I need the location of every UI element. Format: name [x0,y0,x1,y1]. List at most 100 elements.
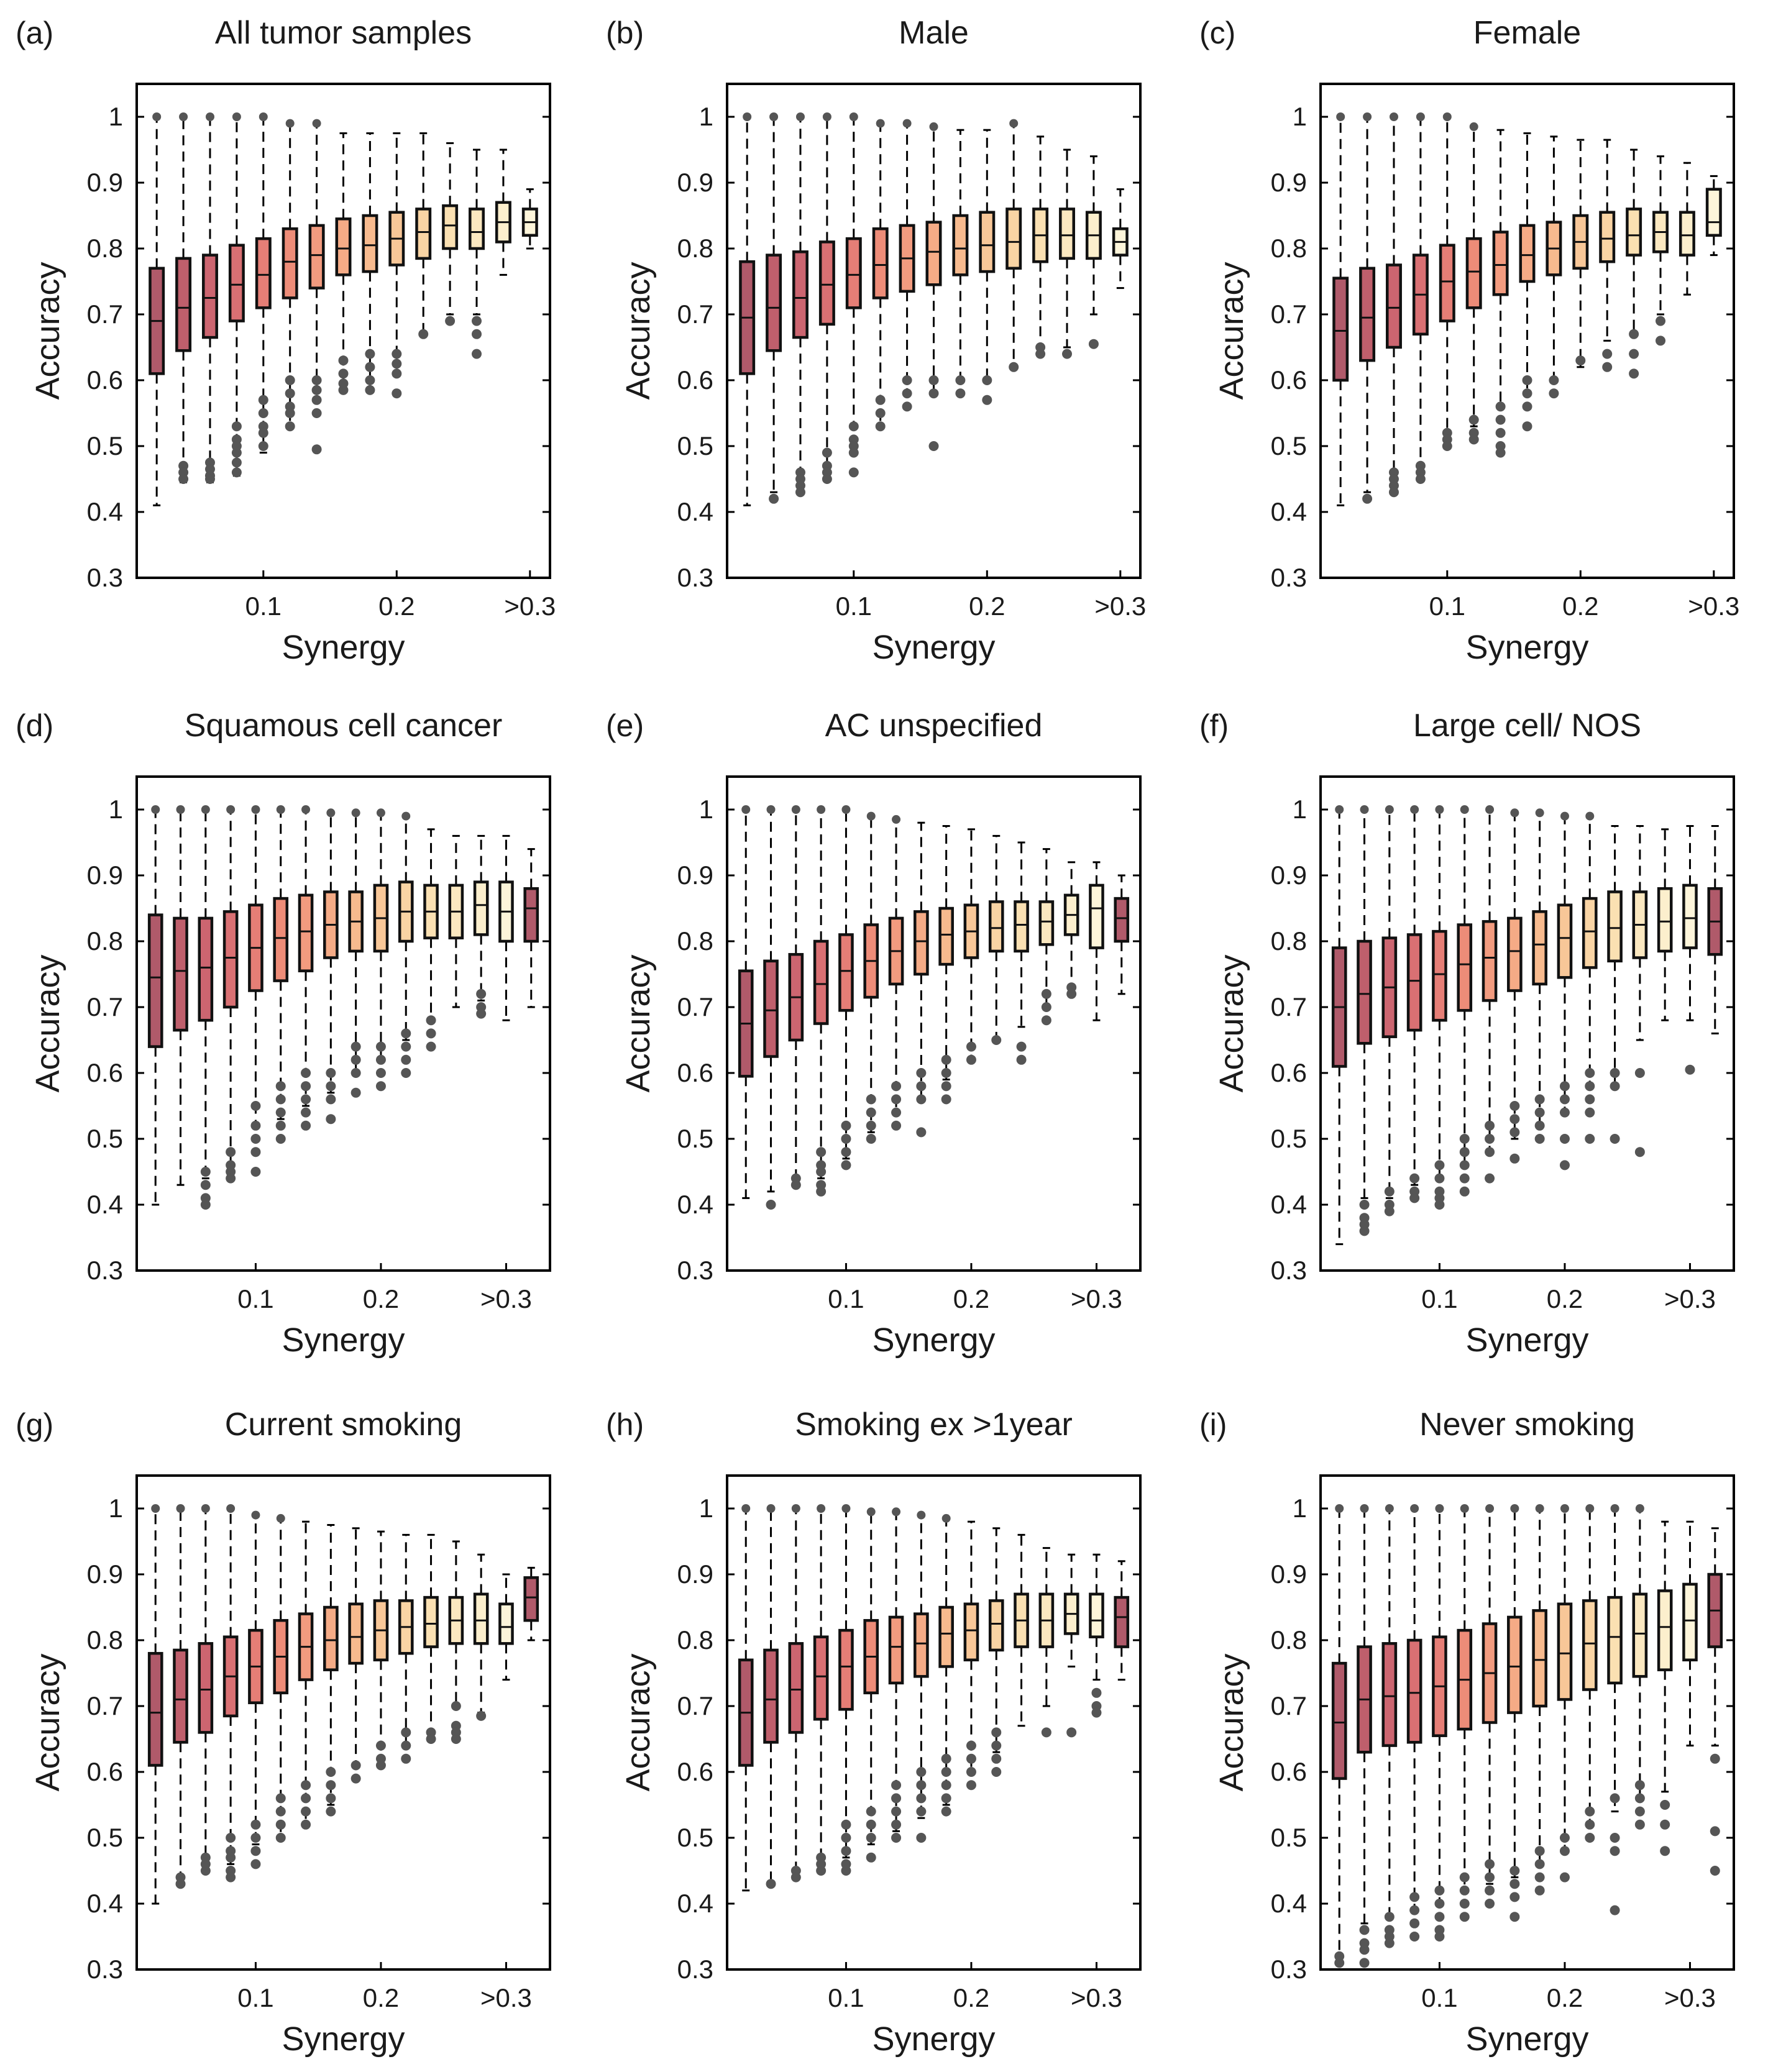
box-body [1657,887,1673,953]
box-body [763,1648,779,1744]
outlier-point [891,1833,902,1843]
outlier-point [401,1740,411,1751]
box-9 [1532,808,1547,1144]
panel-title: Smoking ex >1year [795,1407,1073,1443]
outlier-point [1485,1872,1495,1883]
outlier-point [892,1507,901,1517]
outlier-point [1384,1186,1395,1197]
box-6 [863,811,879,1144]
outlier-point [251,1510,260,1520]
box-7 [1482,805,1498,1184]
outlier-point [1509,1912,1520,1922]
box-16 [1707,825,1723,1034]
outlier-point [1656,335,1666,346]
outlier-point [1066,988,1077,999]
outlier-point [401,1727,411,1738]
outlier-point [941,1068,951,1078]
outlier-point [426,1015,436,1026]
outlier-point [338,355,349,366]
outlier-point [200,1866,211,1876]
y-tick-label: 0.8 [677,926,713,956]
outlier-point [848,421,859,432]
outlier-point [426,1734,436,1744]
outlier-point [816,1866,827,1876]
y-tick-label: 0.8 [1271,234,1307,263]
outlier-point [151,1504,160,1513]
y-axis-label: Accuracy [1213,1653,1250,1791]
outlier-point [1442,112,1452,121]
y-tick-label: 0.7 [87,992,123,1021]
outlier-point [791,1504,800,1513]
y-tick-label: 0.4 [87,1889,123,1918]
y-tick-label: 0.4 [1271,1889,1307,1918]
box-12 [1014,1533,1029,1727]
y-tick-label: 0.9 [1271,1559,1307,1589]
box-body [198,916,214,1022]
outlier-point [1510,808,1519,818]
box-body [845,237,862,309]
outlier-point [1509,1114,1520,1125]
box-body [872,227,889,299]
outlier-point [1629,349,1639,359]
outlier-point [178,474,189,484]
box-body [523,1576,539,1622]
outlier-point [205,112,214,121]
outlier-point [841,1504,851,1513]
box-body [1507,1615,1523,1714]
box-body [1038,900,1055,946]
outlier-point [226,1833,236,1843]
box-6 [273,1513,289,1843]
panel-i: (i) Never smoking 0.3 0.4 0.5 0.6 0.7 0.8 0.9 1 0.… [1199,1407,1735,2058]
outlier-point [275,1819,286,1830]
y-tick-label: 1 [109,795,123,824]
outlier-point [1660,1800,1670,1810]
outlier-point [472,329,482,339]
outlier-point [1434,1885,1445,1896]
box-12 [423,828,439,1052]
outlier-point [841,1134,851,1144]
y-axis-label: Accuracy [29,262,66,399]
box-body [255,237,272,309]
outlier-point [1585,1806,1595,1817]
box-1 [149,112,165,506]
outlier-point [966,1753,976,1764]
outlier-point [376,808,385,818]
panel-letter: (b) [606,16,644,50]
outlier-point [200,1167,211,1177]
box-13 [1632,825,1648,1157]
outlier-point [891,1793,902,1804]
outlier-point [875,395,886,405]
outlier-point [418,329,429,339]
outlier-point [285,421,295,432]
x-axis-label: Synergy [282,2020,405,2058]
outlier-point [285,119,295,128]
outlier-point [1610,1068,1620,1078]
outlier-point [891,1780,902,1791]
outlier-point [1485,1504,1495,1513]
outlier-point [365,385,375,395]
outlier-point [1434,1160,1445,1171]
box-3 [1381,805,1398,1216]
outlier-point [1534,1094,1545,1105]
box-body [1705,188,1722,237]
y-tick-label: 1 [1293,795,1307,824]
box-7 [888,815,904,1131]
outlier-point [1088,339,1099,349]
outlier-point [426,1028,436,1039]
outlier-point [176,805,185,814]
box-8 [914,821,929,1138]
box-body [1089,883,1104,949]
outlier-point [392,349,402,359]
outlier-point [1485,1147,1495,1157]
axes-frame [726,83,1142,579]
box-body [838,1628,854,1711]
box-11 [1582,811,1598,1144]
box-body [175,257,192,352]
outlier-point [1585,811,1595,821]
outlier-point [916,1094,927,1105]
box-9 [938,1513,954,1817]
box-body [298,893,314,972]
x-axis-label: Synergy [1465,1321,1588,1359]
y-tick-label: 1 [699,102,713,131]
outlier-point [1549,388,1559,399]
